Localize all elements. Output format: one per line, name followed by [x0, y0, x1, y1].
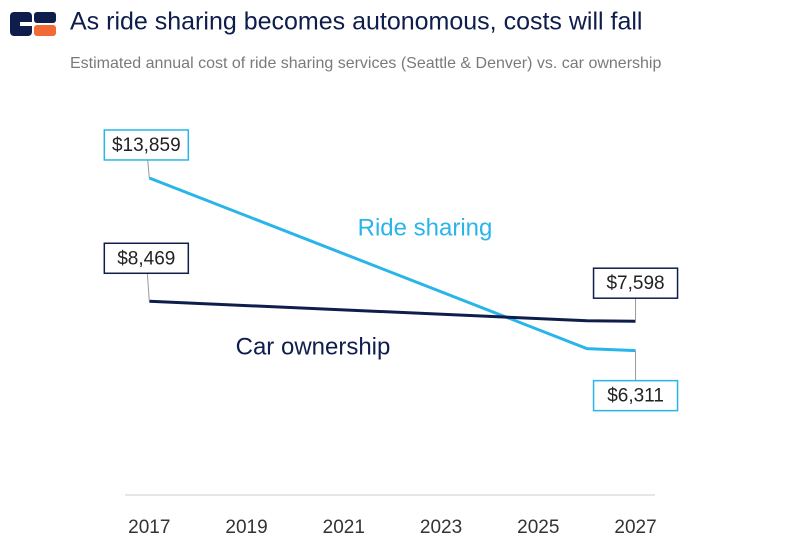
data-label: $7,598: [606, 273, 664, 294]
data-label: $13,859: [112, 135, 181, 156]
x-tick-label: 2021: [323, 517, 365, 538]
series-label: Ride sharing: [358, 214, 493, 241]
x-tick-label: 2019: [225, 517, 267, 538]
x-tick-label: 2025: [517, 517, 559, 538]
series-label: Car ownership: [236, 333, 391, 360]
logo: [10, 12, 56, 36]
label-box: [103, 129, 190, 161]
chart-subtitle: Estimated annual cost of ride sharing se…: [70, 55, 661, 72]
data-label: $8,469: [117, 248, 175, 269]
label-box: [592, 267, 679, 299]
line: [148, 176, 636, 353]
chart-title: As ride sharing becomes autonomous, cost…: [70, 8, 643, 36]
x-tick-label: 2027: [614, 517, 656, 538]
data-label: $6,311: [607, 386, 664, 407]
x-tick-label: 2023: [420, 517, 462, 538]
label-box: [592, 379, 679, 412]
line: [149, 299, 636, 323]
label-box: [103, 242, 190, 275]
x-tick-label: 2017: [128, 517, 170, 538]
